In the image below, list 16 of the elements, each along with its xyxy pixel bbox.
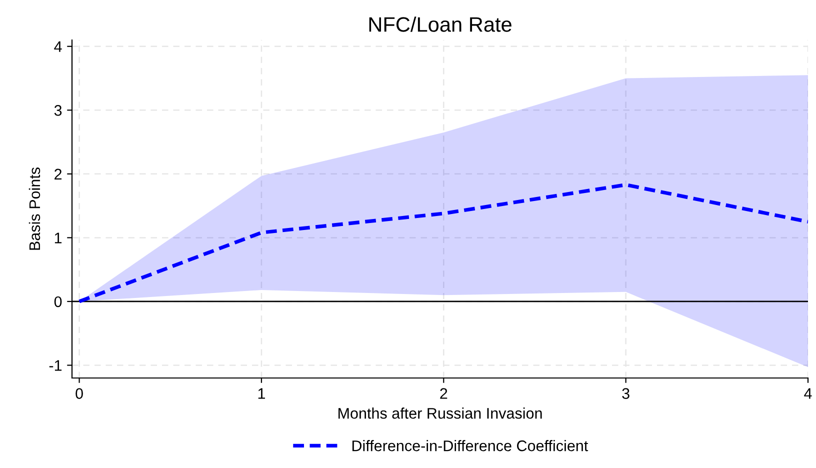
- line-series: [77, 182, 808, 304]
- chart-title: NFC/Loan Rate: [369, 16, 512, 32]
- y-tick-label: 2: [54, 168, 62, 180]
- x-tick-label: 3: [622, 388, 630, 399]
- y-tick-label: 0: [54, 296, 62, 308]
- x-axis-title: Months after Russian Invasion: [338, 408, 542, 419]
- y-tick-label: 3: [54, 105, 62, 116]
- x-tick-label: 4: [804, 388, 812, 399]
- y-axis-title: Basis Points: [28, 168, 40, 250]
- x-tick-label: 1: [258, 388, 265, 399]
- y-tick-label: 1: [54, 232, 62, 244]
- y-tick-label: 4: [54, 41, 62, 52]
- x-tick-label: 0: [76, 388, 83, 399]
- x-tick-label: 2: [440, 388, 448, 399]
- y-tick-label: -1: [49, 360, 62, 371]
- legend-label: Difference-in-Difference Coefficient: [352, 440, 588, 452]
